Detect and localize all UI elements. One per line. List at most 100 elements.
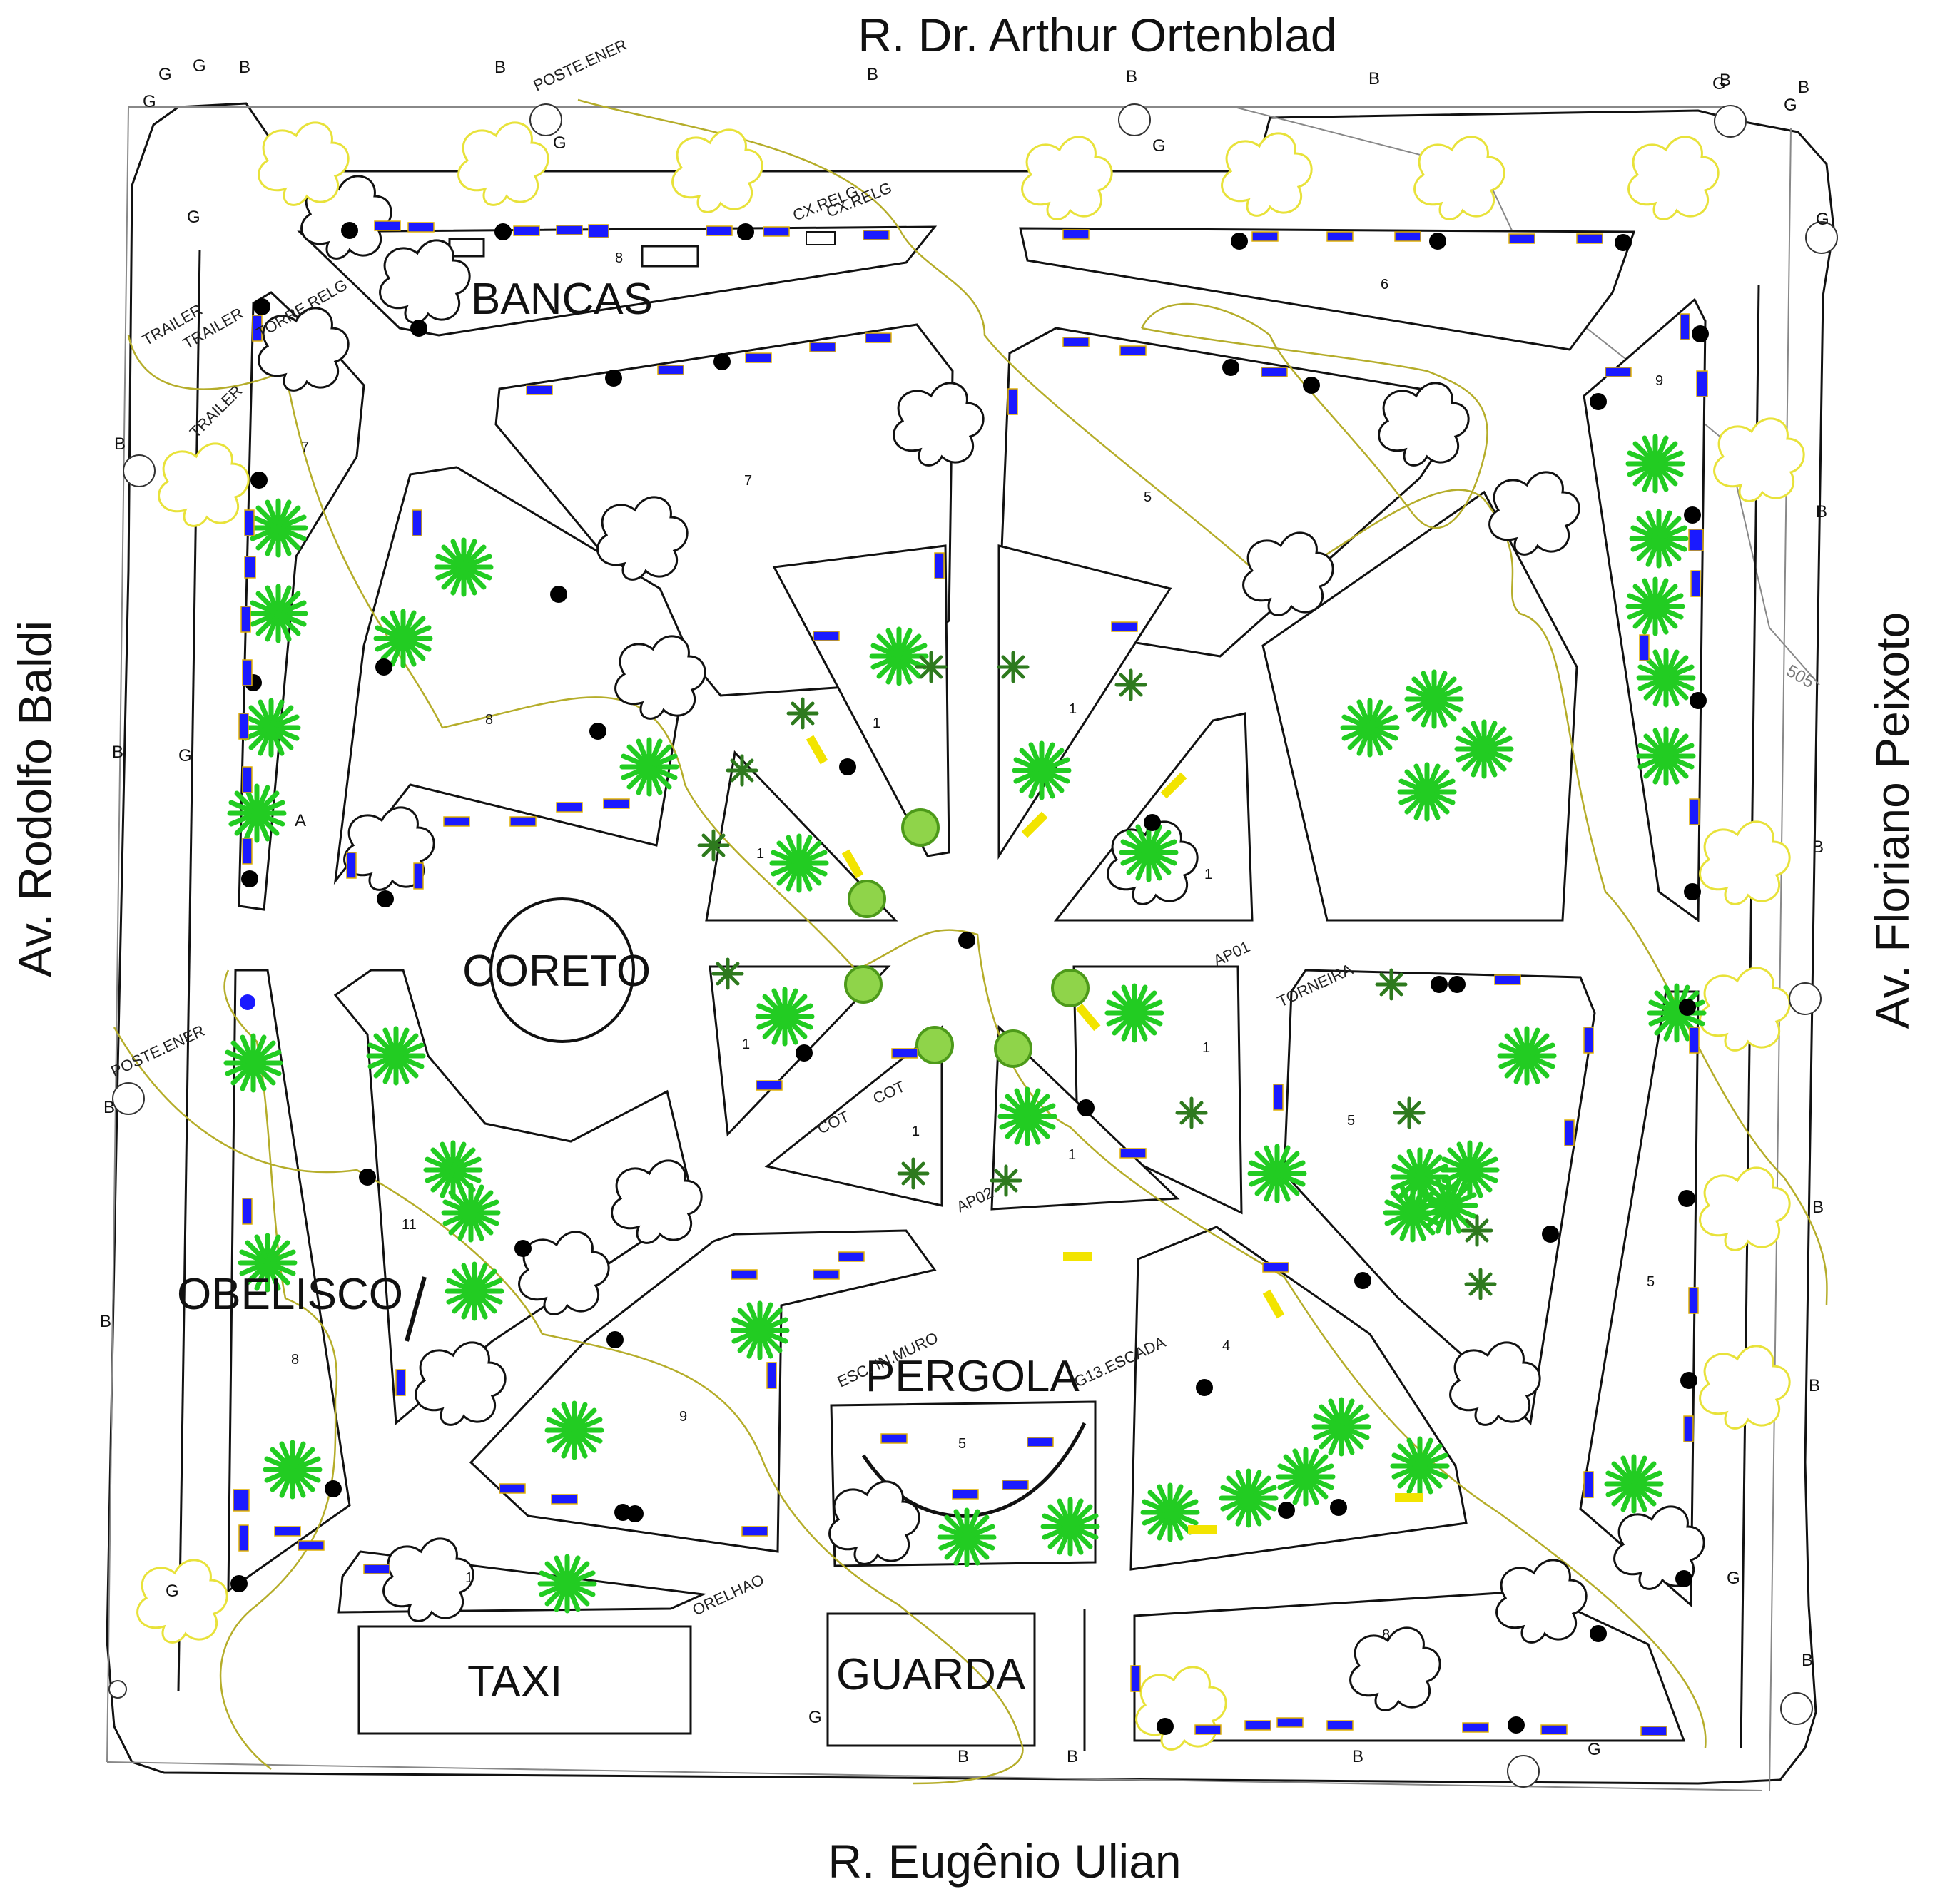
svg-text:B: B	[103, 1098, 115, 1117]
svg-text:G: G	[193, 56, 206, 76]
svg-text:B: B	[494, 58, 506, 77]
bed-number: 1	[1068, 1147, 1076, 1163]
bed-number: 8	[615, 250, 623, 266]
street-line-left	[106, 106, 129, 1763]
bed-number: 11	[402, 1217, 417, 1233]
bed-number: 1	[742, 1037, 750, 1052]
label-bancas: BANCAS	[471, 275, 653, 324]
svg-text:G: G	[1784, 96, 1797, 115]
bed-number: 7	[744, 473, 752, 489]
annot-marker-a: A	[295, 811, 306, 830]
annot-ap02: AP02	[954, 1183, 996, 1216]
annot-contour-505: 505	[1783, 661, 1817, 692]
bed-number: 6	[1381, 277, 1388, 292]
svg-text:B: B	[100, 1312, 111, 1331]
bed-south	[469, 1229, 937, 1553]
annot-ap01: AP01	[1211, 937, 1253, 969]
svg-text:G: G	[1588, 1740, 1601, 1759]
label-pergola: PERGOLA	[865, 1352, 1080, 1401]
svg-text:B: B	[1812, 838, 1824, 857]
bed-south-west	[333, 969, 690, 1426]
round-shrubs	[844, 808, 1090, 1068]
annot-poste-ener-left: POSTE.ENER	[108, 1022, 208, 1081]
street-top: R. Dr. Arthur Ortenblad	[858, 9, 1336, 61]
bed-number: 4	[1222, 1338, 1230, 1354]
svg-text:B: B	[239, 58, 250, 77]
bed-number: 1	[912, 1124, 920, 1139]
svg-text:B: B	[1126, 67, 1137, 86]
bed-number: 5	[1647, 1274, 1655, 1290]
svg-text:G: G	[166, 1582, 179, 1601]
bed-number: 8	[485, 712, 493, 728]
bed-left-bottom	[227, 969, 351, 1593]
annot-trailer-3: TRAILER	[186, 382, 245, 441]
path-3	[113, 1027, 1024, 1785]
bed-number: 1	[873, 716, 880, 731]
utility-poles	[108, 103, 1838, 1788]
svg-text:B: B	[112, 743, 123, 762]
bed-south-east	[1129, 1226, 1468, 1571]
yellow-benches	[806, 735, 1423, 1534]
svg-text:B: B	[1368, 69, 1380, 88]
bed-number: 1	[465, 1570, 473, 1586]
annot-poste-ener-top: POSTE.ENER	[531, 36, 630, 95]
blue-post	[240, 994, 255, 1010]
bed-number: 8	[1382, 1627, 1390, 1643]
svg-text:B: B	[1809, 1376, 1820, 1395]
bed-number: 5	[958, 1436, 966, 1452]
street-left: Av. Rodolfo Baldi	[9, 621, 61, 977]
svg-text:B: B	[1798, 78, 1809, 97]
svg-text:G: G	[1152, 136, 1166, 156]
path-2	[127, 335, 1707, 1748]
bed-number: 1	[1069, 701, 1077, 717]
bed-number: 9	[679, 1409, 687, 1425]
bed-west	[333, 466, 690, 885]
kiosk-2	[641, 245, 699, 268]
path-5	[1140, 302, 1488, 529]
bed-number: 5	[1347, 1113, 1355, 1129]
bed-number: 9	[1655, 373, 1663, 389]
svg-text:G: G	[1712, 74, 1726, 93]
svg-text:B: B	[867, 65, 878, 84]
coreto-bandstand	[489, 897, 635, 1043]
guarda-building	[826, 1612, 1036, 1747]
obelisco-monument	[405, 1276, 427, 1342]
bed-number: 1	[1202, 1040, 1210, 1056]
label-guarda: GUARDA	[836, 1650, 1026, 1699]
bed-inner-n1	[772, 544, 950, 857]
bed-number: 8	[291, 1352, 299, 1368]
bed-inner-s1	[764, 1024, 943, 1207]
svg-text:G: G	[178, 746, 192, 765]
bed-number: 1	[756, 846, 764, 862]
park-outer-boundary	[106, 102, 1835, 1785]
annot-cx-relg-2: CX.RELG	[824, 178, 895, 220]
svg-text:G: G	[158, 65, 172, 84]
taxi-stand	[357, 1625, 692, 1735]
svg-text:G: G	[187, 208, 200, 227]
svg-text:B: B	[1816, 502, 1827, 521]
bed-top-right	[1019, 227, 1636, 351]
survey-points: B B B B B B B B B B B B B B B B B B B G …	[100, 56, 1829, 1766]
street-right: Av. Floriano Peixoto	[1866, 612, 1919, 1029]
label-coreto: CORETO	[462, 947, 651, 996]
street-bottom: R. Eugênio Ulian	[828, 1835, 1181, 1888]
bed-number: 1	[1204, 867, 1212, 882]
svg-text:B: B	[958, 1747, 969, 1766]
street-line-bottom	[106, 1761, 1763, 1791]
label-taxi: TAXI	[467, 1657, 562, 1706]
svg-text:G: G	[553, 133, 567, 153]
cx-relg-box	[806, 231, 836, 245]
svg-text:B: B	[114, 434, 126, 454]
svg-text:B: B	[1802, 1651, 1813, 1670]
svg-text:G: G	[808, 1708, 822, 1727]
svg-text:G: G	[143, 92, 156, 111]
svg-text:B: B	[1720, 71, 1731, 90]
label-obelisco: OBELISCO	[177, 1270, 403, 1319]
bed-number: 7	[301, 439, 309, 455]
svg-text:B: B	[1352, 1747, 1363, 1766]
street-line-right	[1769, 128, 1792, 1791]
svg-text:G: G	[1727, 1569, 1740, 1588]
svg-text:B: B	[1812, 1198, 1824, 1217]
lamp-posts	[230, 222, 1709, 1735]
